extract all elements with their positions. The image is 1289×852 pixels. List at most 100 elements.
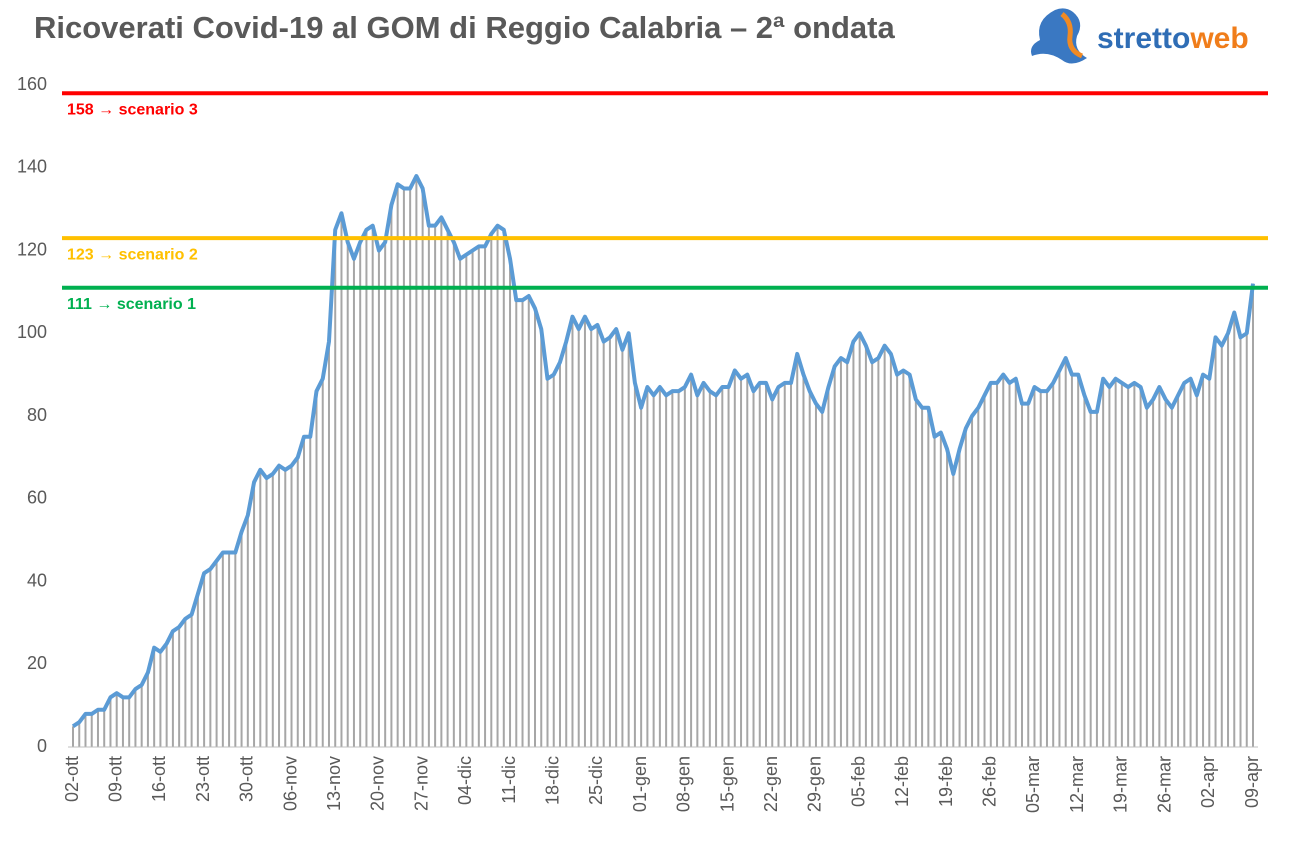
bar — [1133, 382, 1136, 747]
bar — [977, 407, 980, 747]
bar — [490, 233, 493, 747]
bar — [265, 478, 268, 747]
bar — [527, 296, 530, 747]
bar — [1227, 333, 1230, 747]
bar — [184, 618, 187, 747]
bar — [1233, 312, 1236, 747]
bar — [1064, 358, 1067, 747]
bar — [1095, 411, 1098, 747]
bar — [103, 709, 106, 747]
bar — [134, 689, 137, 747]
bar — [902, 370, 905, 747]
bar — [346, 242, 349, 747]
bar — [496, 225, 499, 748]
bar — [602, 341, 605, 747]
bar — [927, 407, 930, 747]
y-tick-label: 140 — [17, 157, 47, 177]
bar — [427, 225, 430, 748]
bar — [521, 300, 524, 747]
bar — [571, 316, 574, 747]
bar — [434, 225, 437, 748]
bar — [1002, 374, 1005, 747]
y-tick-label: 80 — [27, 405, 47, 425]
bar — [1102, 378, 1105, 747]
bar — [1214, 337, 1217, 747]
bar — [583, 316, 586, 747]
bar — [315, 391, 318, 747]
bar — [121, 697, 124, 747]
bar — [671, 391, 674, 747]
bar — [677, 391, 680, 747]
bar — [290, 465, 293, 747]
bar — [1108, 387, 1111, 747]
bar — [259, 469, 262, 747]
bar — [1195, 395, 1198, 747]
bar — [1145, 407, 1148, 747]
bar — [240, 531, 243, 747]
bar — [221, 552, 224, 747]
bar — [752, 391, 755, 747]
bar — [190, 614, 193, 747]
bar — [334, 229, 337, 747]
bar — [1170, 407, 1173, 747]
line — [71, 174, 1255, 728]
bar — [1139, 387, 1142, 747]
bar — [852, 341, 855, 747]
bar — [608, 337, 611, 747]
bar — [271, 473, 274, 747]
bar — [115, 693, 118, 747]
bar — [746, 374, 749, 747]
bar — [1070, 374, 1073, 747]
x-tick-label: 05-feb — [848, 756, 868, 807]
bar — [783, 382, 786, 747]
reference-label: 158 → scenario 3 — [67, 101, 198, 118]
bar — [740, 378, 743, 747]
bar — [1008, 382, 1011, 747]
bar — [858, 333, 861, 747]
bar — [771, 399, 774, 747]
bar — [565, 341, 568, 747]
bar — [196, 593, 199, 747]
bar — [78, 722, 81, 747]
bar — [165, 643, 168, 747]
bar — [540, 329, 543, 747]
y-tick-label: 20 — [27, 653, 47, 673]
x-tick-label: 26-feb — [980, 756, 1000, 807]
x-tick-label: 20-nov — [368, 756, 388, 811]
bar — [109, 697, 112, 747]
bar — [1220, 345, 1223, 747]
bar — [477, 246, 480, 748]
bar — [833, 366, 836, 747]
x-tick-label: 29-gen — [805, 756, 825, 812]
x-tick-label: 12-mar — [1067, 756, 1087, 813]
x-tick-label: 23-ott — [193, 756, 213, 802]
bar — [1183, 382, 1186, 747]
bar — [321, 378, 324, 747]
bar — [658, 387, 661, 747]
bar — [696, 395, 699, 747]
bar — [84, 713, 87, 747]
x-tick-label: 09-ott — [105, 756, 125, 802]
bar — [777, 387, 780, 747]
y-tick-label: 160 — [17, 74, 47, 94]
bar — [552, 374, 555, 747]
bar — [390, 204, 393, 748]
bar — [1208, 378, 1211, 747]
bar — [933, 436, 936, 747]
x-tick-label: 19-feb — [936, 756, 956, 807]
bar — [633, 382, 636, 747]
x-tick-label: 15-gen — [717, 756, 737, 812]
bar — [371, 225, 374, 748]
bar — [971, 416, 974, 747]
bar — [802, 374, 805, 747]
x-tick-label: 22-gen — [761, 756, 781, 812]
bar — [153, 647, 156, 747]
x-tick-label: 02-ott — [62, 756, 82, 802]
bar — [596, 324, 599, 747]
bar — [359, 242, 362, 747]
bar — [72, 726, 74, 747]
x-tick-label: 26-mar — [1154, 756, 1174, 813]
bar — [964, 428, 967, 747]
bar — [827, 387, 830, 747]
